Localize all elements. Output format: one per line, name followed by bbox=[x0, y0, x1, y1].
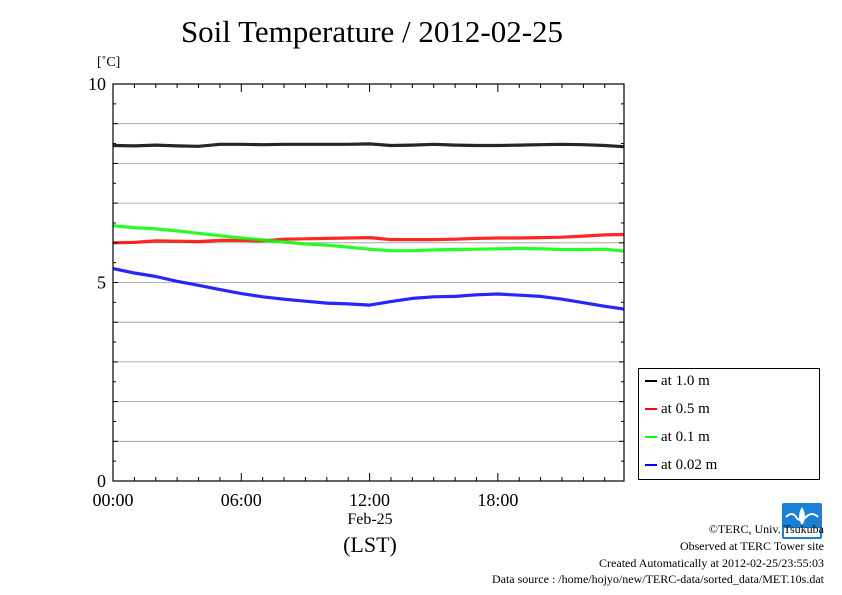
legend-label-0-02m: at 0.02 m bbox=[661, 457, 718, 473]
y-tick-label: 10 bbox=[88, 74, 106, 94]
y-tick-label: 5 bbox=[97, 273, 106, 293]
terc-logo bbox=[782, 503, 822, 539]
y-tick-label: 0 bbox=[97, 471, 106, 491]
series-line-1 bbox=[112, 232, 625, 245]
chart-title: Soil Temperature / 2012-02-25 bbox=[180, 14, 564, 49]
footer-copyright: ©TERC, Univ. Tsukuba bbox=[708, 522, 824, 536]
date-label: Feb-25 bbox=[347, 511, 393, 528]
series-line-2 bbox=[112, 224, 625, 253]
x-tick-label: 18:00 bbox=[477, 490, 518, 510]
legend-item-0-02m: at 0.02 m bbox=[645, 457, 717, 477]
x-axis-label: (LST) bbox=[343, 532, 397, 557]
legend: at 1.0 m at 0.5 m at 0.1 m at 0.02 m bbox=[638, 368, 820, 480]
legend-swatch-0-1m bbox=[645, 435, 657, 438]
footer-source: Data source : /home/hojyo/new/TERC-data/… bbox=[491, 572, 824, 586]
series-lines bbox=[112, 142, 625, 311]
tick-labels: 0 5 10 00:00 06:00 12:00 18:00 bbox=[88, 74, 518, 510]
footer-observed: Observed at TERC Tower site bbox=[679, 539, 824, 553]
legend-item-0-1m: at 0.1 m bbox=[645, 429, 710, 449]
legend-swatch-0-5m bbox=[645, 407, 657, 410]
x-tick-label: 00:00 bbox=[92, 490, 133, 510]
axes bbox=[112, 83, 625, 482]
legend-swatch-0-02m bbox=[645, 463, 657, 466]
legend-item-0-5m: at 0.5 m bbox=[645, 401, 710, 421]
footer-created: Created Automatically at 2012-02-25/23:5… bbox=[599, 556, 824, 570]
y-axis-unit: [˚C] bbox=[97, 55, 121, 70]
series-line-3 bbox=[112, 267, 625, 311]
series-line-0 bbox=[112, 142, 625, 149]
plot-frame bbox=[112, 83, 625, 482]
legend-label-0-1m: at 0.1 m bbox=[661, 429, 710, 445]
legend-label-0-5m: at 0.5 m bbox=[661, 401, 710, 417]
x-tick-label: 12:00 bbox=[349, 490, 390, 510]
legend-swatch-1m bbox=[645, 379, 657, 382]
legend-item-1m: at 1.0 m bbox=[645, 373, 710, 393]
x-tick-label: 06:00 bbox=[221, 490, 262, 510]
legend-label-1m: at 1.0 m bbox=[661, 373, 710, 389]
